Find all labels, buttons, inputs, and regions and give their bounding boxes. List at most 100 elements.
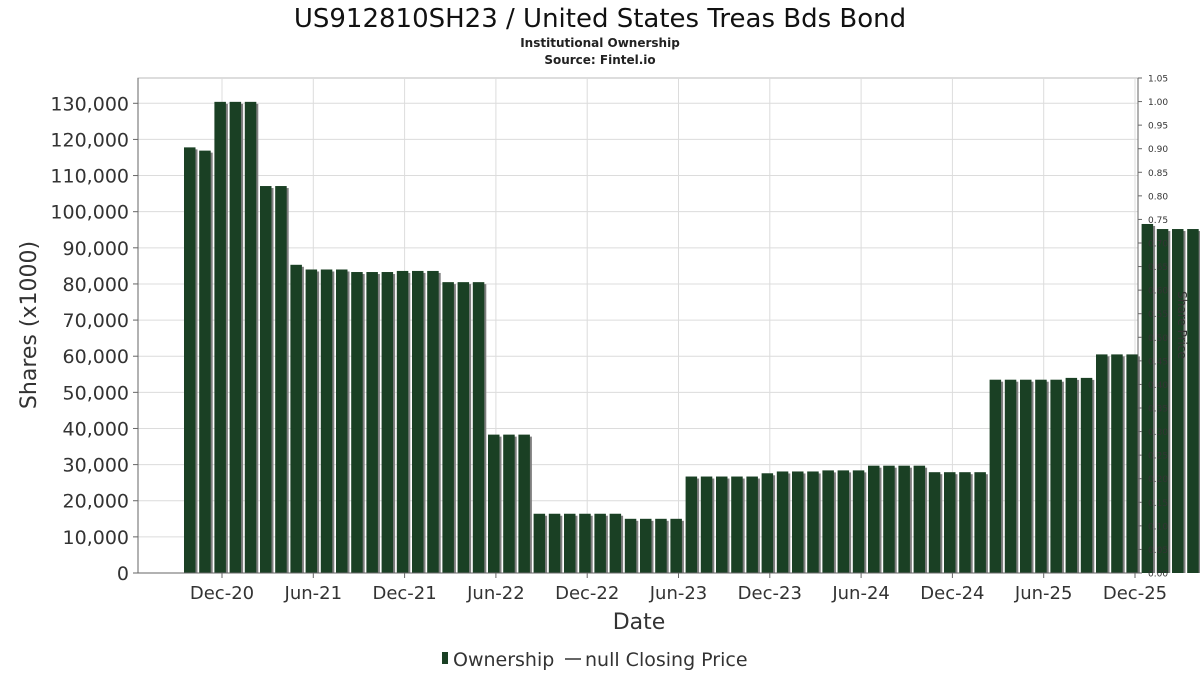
y2-tick-label: 1.00 [1148, 98, 1168, 108]
bar [1080, 377, 1093, 573]
bar [685, 476, 698, 573]
y-tick-label: 0 [117, 563, 129, 585]
bar [199, 150, 211, 573]
bar [351, 272, 363, 573]
y-tick-label: 20,000 [63, 491, 129, 513]
bar-series-ownership [184, 101, 1200, 574]
x-tick-label: Dec-23 [738, 583, 802, 604]
x-tick-label: Jun-21 [284, 583, 343, 604]
bar [624, 518, 637, 573]
y2-tick-label: 0.70 [1148, 240, 1168, 250]
y2-tick-label: 0.25 [1148, 452, 1168, 462]
bar [275, 186, 287, 574]
y-tick-label: 130,000 [50, 93, 129, 115]
y2-tick-label: 0.95 [1148, 122, 1168, 132]
x-tick-label: Jun-25 [1014, 583, 1073, 604]
bar [913, 465, 926, 573]
bar [822, 470, 834, 573]
chart-title: US912810SH23 / United States Treas Bds B… [294, 4, 906, 34]
bar [1035, 379, 1047, 573]
bar [852, 470, 865, 573]
bar [609, 513, 622, 573]
bar [731, 476, 743, 573]
x-tick-label: Jun-23 [649, 583, 708, 604]
y-tick-label: 10,000 [63, 527, 129, 549]
bar [1004, 379, 1017, 573]
axes: Dec-20 Jun-21 Dec-21 Jun-22 Dec-22 Jun-23 Dec-… [50, 75, 1168, 605]
legend: Ownership null Closing Price [442, 649, 748, 671]
y2-tick-label: 0.40 [1148, 381, 1168, 391]
y2-tick-label: 0.75 [1148, 216, 1168, 226]
y-tick-label: 70,000 [63, 310, 129, 332]
y2-tick-label: 0.50 [1148, 334, 1168, 344]
bar [396, 270, 409, 573]
y2-tick-label: 0.30 [1148, 428, 1168, 438]
bar [244, 101, 257, 574]
x-tick-label: Dec-21 [372, 583, 436, 604]
bar [366, 272, 378, 573]
chart-source: Source: Fintel.io [544, 53, 655, 67]
y2-tick-label: 1.05 [1148, 75, 1168, 85]
y2-tick-label: 0.65 [1148, 263, 1168, 273]
bar [700, 476, 713, 573]
bar [1050, 379, 1062, 573]
bar [472, 282, 485, 573]
bar [427, 270, 439, 573]
legend-ownership-label: Ownership [453, 649, 554, 671]
y2-tick-label: 0.05 [1148, 546, 1168, 556]
chart-subtitle: Institutional Ownership [520, 36, 680, 50]
bar [594, 513, 606, 573]
bar [989, 379, 1002, 573]
bar [1172, 229, 1184, 574]
y-tick-label: 40,000 [63, 418, 129, 440]
bar [518, 434, 530, 573]
x-tick-label: Dec-20 [190, 583, 254, 604]
bar [792, 471, 804, 573]
y2-tick-label: 0.00 [1148, 570, 1168, 580]
y2-tick-label: 0.60 [1148, 287, 1168, 297]
x-tick-label: Jun-22 [466, 583, 525, 604]
bar [807, 471, 819, 573]
y-axis-label: Shares (x1000) [17, 241, 42, 409]
y-tick-label: 100,000 [50, 202, 129, 224]
bar [442, 282, 454, 573]
y-tick-label: 30,000 [63, 455, 129, 477]
bar [457, 282, 470, 573]
bar [640, 518, 652, 573]
legend-ownership-swatch [442, 652, 448, 664]
bar [533, 513, 546, 573]
bar [868, 465, 880, 573]
x-tick-label: Dec-25 [1103, 583, 1167, 604]
bar [974, 472, 986, 573]
bar [944, 472, 956, 573]
y2-tick-label: 0.55 [1148, 310, 1168, 320]
bar [184, 147, 196, 574]
y-tick-label: 60,000 [63, 346, 129, 368]
bar [290, 264, 302, 573]
bar [229, 101, 242, 574]
y-tick-label: 80,000 [63, 274, 129, 296]
bar [1141, 223, 1154, 573]
bar [883, 465, 895, 573]
bar [412, 270, 424, 573]
y2-tick-label: 0.35 [1148, 405, 1168, 415]
bar [548, 513, 561, 573]
bar [959, 472, 971, 573]
bar [655, 518, 667, 573]
bar [214, 101, 226, 574]
bar [837, 470, 850, 573]
bar [776, 471, 789, 573]
y2-tick-label: 0.45 [1148, 357, 1168, 367]
x-axis-label: Date [613, 610, 666, 635]
y2-tick-label: 0.10 [1148, 522, 1168, 532]
bar [336, 269, 348, 573]
bar [579, 513, 591, 573]
y-tick-label: 90,000 [63, 238, 129, 260]
y-tick-label: 110,000 [50, 166, 129, 188]
bar [716, 476, 728, 573]
bar [1020, 379, 1032, 573]
bar [381, 272, 394, 573]
y2-tick-label: 0.85 [1148, 169, 1168, 179]
